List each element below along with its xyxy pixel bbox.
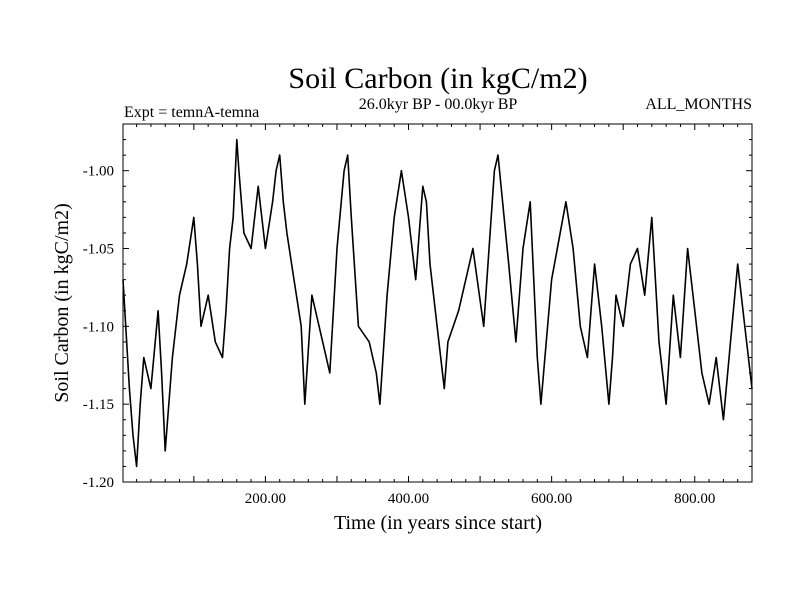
time-range-label: 26.0kyr BP - 00.0kyr BP bbox=[359, 96, 518, 113]
x-tick-label: 400.00 bbox=[388, 491, 429, 507]
soil-carbon-line bbox=[122, 138, 753, 468]
y-tick-label: -1.00 bbox=[83, 164, 114, 180]
experiment-label: Expt = temnA-temna bbox=[124, 104, 259, 121]
y-tick-label: -1.20 bbox=[83, 475, 114, 491]
x-tick-label: 800.00 bbox=[674, 491, 715, 507]
y-tick-label: -1.05 bbox=[83, 242, 114, 258]
x-axis: 200.00 400.00 600.00 800.00 bbox=[136, 124, 739, 507]
x-axis-label: Time (in years since start) bbox=[334, 512, 542, 534]
chart-title: Soil Carbon (in kgC/m2) bbox=[288, 62, 587, 95]
y-tick-label: -1.15 bbox=[83, 397, 114, 413]
x-tick-label: 200.00 bbox=[245, 491, 286, 507]
y-axis-label: Soil Carbon (in kgC/m2) bbox=[51, 203, 73, 402]
months-label: ALL_MONTHS bbox=[645, 96, 752, 113]
x-tick-label: 600.00 bbox=[531, 491, 572, 507]
y-tick-label: -1.10 bbox=[83, 319, 114, 335]
plot-frame bbox=[122, 123, 753, 483]
y-axis: -1.20 -1.15 -1.10 -1.05 -1.00 bbox=[83, 139, 752, 491]
